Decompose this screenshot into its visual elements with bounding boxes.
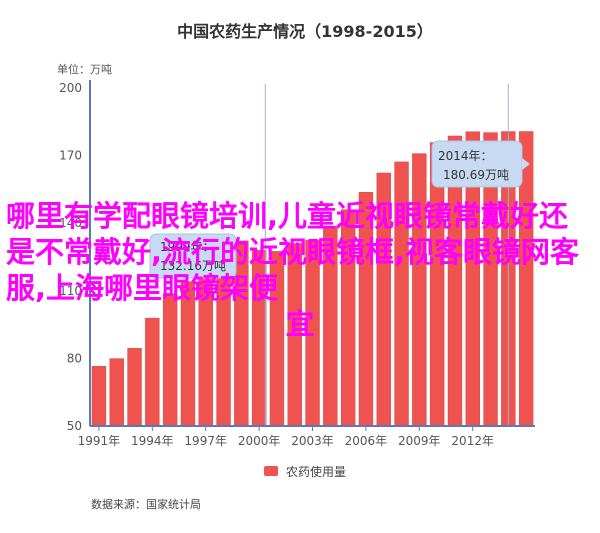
overlay-text-tail: 宜: [285, 307, 315, 341]
legend[interactable]: 农药使用量: [264, 464, 346, 479]
tooltip-2014: 2014年： 180.69万吨: [431, 140, 530, 188]
x-axis: 1991年 1994年 1997年 2000年 2003年 2006年 2009年 2012年: [78, 426, 494, 448]
tooltip-1999: 1999年： 132.16万吨: [149, 233, 237, 279]
tooltip-arrow: [522, 158, 530, 170]
chart-title: 中国农药生产情况（1998-2015）: [177, 22, 433, 41]
bar-series[interactable]: [91, 131, 534, 427]
y-tick-label: 50: [67, 419, 82, 433]
y-tick-label: 170: [59, 149, 82, 163]
y-tick-label: 140: [59, 216, 82, 230]
tooltip-value: 132.16万吨: [160, 259, 226, 273]
y-tick-label: 80: [67, 351, 82, 365]
tooltip-year: 2014年：: [438, 149, 493, 163]
legend-label[interactable]: 农药使用量: [286, 464, 346, 479]
source-note: 数据来源：国家统计局: [91, 497, 201, 511]
x-tick-label: 2003年: [291, 434, 334, 448]
x-tick-label: 2012年: [451, 434, 494, 448]
x-tick-label: 2009年: [398, 434, 441, 448]
bar-1992[interactable]: [109, 358, 124, 427]
y-axis: 50 80 110 140 170 200: [59, 81, 82, 433]
x-tick-label: 1994年: [131, 434, 174, 448]
y-tick-label: 200: [59, 81, 82, 95]
tooltip-value: 180.69万吨: [443, 168, 509, 182]
bar-1991[interactable]: [91, 366, 107, 427]
bar-1993[interactable]: [127, 348, 142, 427]
unit-label: 单位：万吨: [57, 62, 112, 76]
y-tick-label: 110: [59, 284, 82, 298]
legend-swatch[interactable]: [264, 466, 278, 476]
x-tick-label: 2000年: [238, 434, 281, 448]
overlay-text: 哪里有学配眼镜培训,儿童近视眼镜常戴好还是不常戴好,流行的近视眼镜框,视客眼镜网…: [0, 198, 600, 342]
x-tick-label: 2006年: [345, 434, 388, 448]
x-tick-label: 1991年: [78, 434, 121, 448]
tooltip-box: [149, 233, 237, 279]
tooltip-year: 1999年：: [160, 240, 215, 254]
x-tick-label: 1997年: [184, 434, 227, 448]
overlay-text-main: 哪里有学配眼镜培训,儿童近视眼镜常戴好还是不常戴好,流行的近视眼镜框,视客眼镜网…: [6, 199, 580, 305]
